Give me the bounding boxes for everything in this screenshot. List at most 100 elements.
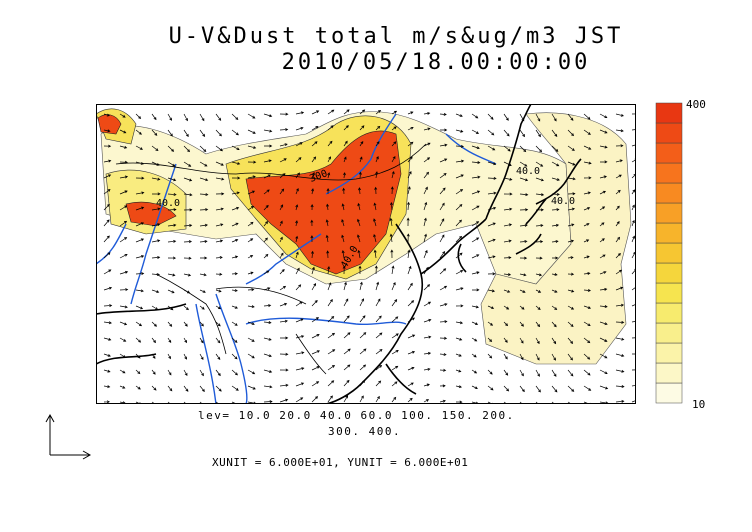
wind-vector xyxy=(326,188,330,195)
wind-vector xyxy=(535,129,541,138)
wind-vector xyxy=(423,399,430,403)
wind-vector xyxy=(151,207,161,211)
wind-vector xyxy=(295,204,299,211)
wind-vector xyxy=(103,286,113,291)
wind-vector xyxy=(519,337,524,344)
wind-vector xyxy=(231,272,238,276)
wind-vector xyxy=(135,337,142,343)
wind-vector xyxy=(487,321,494,326)
wind-vector xyxy=(151,239,161,243)
wind-vector xyxy=(503,161,512,166)
wind-vector xyxy=(487,145,496,151)
contour-label: 40.0 xyxy=(551,196,575,207)
wind-vector xyxy=(407,156,413,163)
wind-vector xyxy=(519,145,527,153)
wind-vector xyxy=(199,129,206,137)
wind-vector xyxy=(391,265,395,275)
wind-vector xyxy=(183,337,187,344)
wind-vector xyxy=(519,385,525,393)
wind-vector xyxy=(487,272,496,276)
wind-vector xyxy=(119,160,128,164)
wind-vector xyxy=(439,187,446,195)
wind-vector xyxy=(375,156,379,163)
wind-vector xyxy=(551,353,556,361)
wind-vector xyxy=(374,186,378,195)
wind-vector xyxy=(423,301,432,307)
wind-vector xyxy=(455,189,464,195)
wind-vector xyxy=(327,332,336,339)
wind-vector xyxy=(391,281,396,291)
wind-vector xyxy=(423,249,428,259)
wind-vector xyxy=(535,337,540,345)
wind-vector xyxy=(231,369,238,376)
wind-vector xyxy=(199,385,205,392)
wind-vector xyxy=(599,145,608,149)
wind-vector xyxy=(103,385,111,389)
wind-vector xyxy=(439,268,447,275)
wind-vector xyxy=(119,237,128,243)
wind-vector xyxy=(341,219,345,227)
wind-vector xyxy=(343,125,349,131)
wind-vector xyxy=(215,369,221,377)
wind-vector xyxy=(231,255,239,259)
wind-vector xyxy=(135,191,145,195)
wind-vector xyxy=(135,161,144,165)
wind-vector xyxy=(599,287,608,291)
wind-vector xyxy=(599,222,605,227)
wind-vector xyxy=(279,158,287,163)
wind-vector xyxy=(151,177,161,181)
wind-vector xyxy=(471,271,480,275)
wind-vector xyxy=(567,192,576,196)
wind-vector xyxy=(535,240,544,244)
wind-vector xyxy=(519,208,529,212)
dust-wind-map: 40.0 40.0 40.0 300 40.0 xyxy=(96,104,636,404)
wind-vector xyxy=(103,113,110,117)
wind-vector xyxy=(183,353,188,360)
wind-vector xyxy=(167,256,177,260)
wind-vector xyxy=(215,192,225,196)
wind-vector xyxy=(167,273,176,277)
wind-vector xyxy=(119,113,126,118)
wind-vector xyxy=(423,186,428,195)
wind-vector xyxy=(199,177,209,182)
wind-vector xyxy=(151,113,157,121)
wind-vector xyxy=(535,224,544,228)
wind-vector xyxy=(135,353,141,359)
wind-vector xyxy=(567,239,575,243)
wind-vector xyxy=(390,201,394,211)
border-lines xyxy=(115,143,427,375)
wind-vector xyxy=(311,350,320,355)
wind-vector xyxy=(551,289,558,293)
wind-vector xyxy=(342,187,346,195)
wind-vector xyxy=(327,365,336,371)
wind-vector xyxy=(471,161,481,165)
wind-vector xyxy=(535,289,542,293)
wind-vector xyxy=(183,273,192,277)
wind-vector xyxy=(359,315,366,323)
wind-vector xyxy=(311,141,318,147)
wind-vector xyxy=(359,298,365,307)
wind-vector xyxy=(407,111,414,115)
colorbar-box xyxy=(655,142,683,164)
wind-vector xyxy=(519,369,524,377)
wind-vector xyxy=(471,353,477,358)
wind-vector xyxy=(311,366,320,371)
wind-vector xyxy=(183,240,193,244)
wind-vector xyxy=(295,172,300,179)
wind-vector xyxy=(567,321,574,327)
wind-vector xyxy=(551,208,560,212)
wind-vector xyxy=(615,159,623,163)
wind-vector xyxy=(423,335,432,339)
wind-vector xyxy=(183,401,187,404)
wind-vector xyxy=(103,321,112,325)
wind-vector xyxy=(455,353,462,357)
wind-vector xyxy=(439,251,446,259)
wind-vector xyxy=(519,113,525,122)
wind-vector xyxy=(279,352,289,356)
wind-vector xyxy=(391,333,399,339)
wind-vector xyxy=(167,145,175,152)
wind-vector xyxy=(519,193,529,197)
wind-vector xyxy=(279,112,289,116)
wind-vector xyxy=(631,285,636,291)
wind-vectors xyxy=(103,109,636,404)
